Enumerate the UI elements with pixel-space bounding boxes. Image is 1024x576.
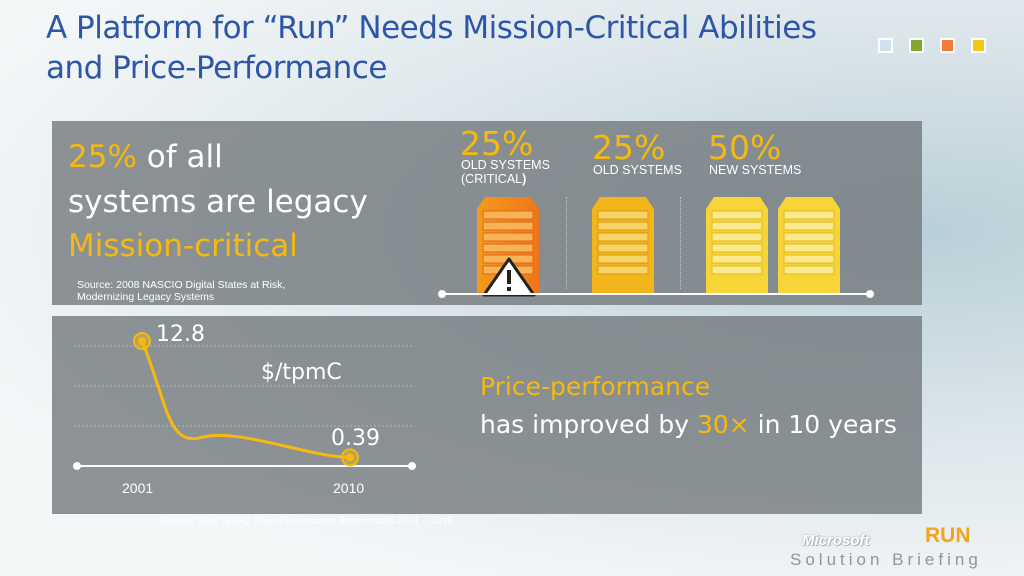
price-text-c: in 10 years (749, 410, 897, 439)
data-point-core (346, 453, 354, 462)
server-new-icon (778, 197, 840, 293)
divider-1 (566, 197, 567, 289)
segment-2-label: OLD SYSTEMS (593, 163, 682, 177)
grid-lines (73, 345, 416, 470)
segment-1-label-2b: ) (522, 172, 527, 186)
legacy-text-1: of all (136, 139, 223, 175)
price-curve (140, 340, 351, 459)
green-square-icon (909, 38, 924, 53)
price-chart (73, 332, 416, 470)
series-line (140, 340, 351, 459)
segment-2-pct: 25% (592, 128, 666, 167)
segment-3-pct: 50% (708, 128, 782, 167)
yellow-square-icon (971, 38, 986, 53)
legacy-line-2: systems are legacy (68, 184, 368, 220)
solution-briefing: Solution Briefing (790, 550, 982, 569)
slide-title: A Platform for “Run” Needs Mission-Criti… (46, 10, 817, 86)
price-text-a: has improved by (480, 410, 697, 439)
legacy-line-3: Mission-critical (68, 228, 298, 264)
segment-1-pct: 25% (460, 124, 534, 163)
run-label: RUN (925, 524, 971, 547)
legacy-pct: 25% (68, 139, 137, 175)
legacy-panel: 25% of all systems are legacy Mission-cr… (52, 121, 922, 305)
divider-2 (680, 197, 681, 289)
chart-title: $/tpmC (261, 360, 342, 385)
orange-square-icon (940, 38, 955, 53)
axis-end-dot (73, 462, 81, 470)
axis-end-dot (866, 290, 874, 298)
legacy-source: Source: 2008 NASCIO Digital States at Ri… (77, 279, 286, 303)
blue-square-icon (878, 38, 893, 53)
segment-1-label: OLD SYSTEMS (CRITICAL) (461, 158, 550, 186)
server-new-icon (706, 197, 768, 293)
data-point-core (138, 337, 146, 345)
data-label-2001: 12.8 (156, 322, 205, 347)
segment-1-label-1: OLD SYSTEMS (461, 158, 550, 172)
price-heading: Price-performance (480, 372, 711, 401)
tick-2001: 2001 (122, 480, 154, 496)
server-old-icon (592, 197, 654, 293)
data-label-2010: 0.39 (331, 426, 380, 451)
segment-axis (442, 293, 870, 295)
color-squares (878, 38, 986, 53)
chart-marks (133, 332, 359, 467)
price-panel: $/tpmC 12.8 0.39 2001 2010 Price-perform… (52, 316, 922, 514)
legacy-line-1: 25% of all (68, 139, 223, 175)
segment-3-label: NEW SYSTEMS (709, 163, 802, 177)
microsoft-logo: Microsoft (802, 532, 870, 549)
segment-1-label-2: (CRITICAL (461, 172, 523, 186)
axis-end-dot (408, 462, 416, 470)
tick-2010: 2010 (333, 480, 365, 496)
price-subtext: has improved by 30× in 10 years (480, 410, 897, 439)
axis-start-dot (438, 290, 446, 298)
warning-icon (482, 257, 536, 297)
chart-source: Source: Best TPC-C Price Performance Ben… (160, 516, 453, 527)
price-factor: 30× (696, 410, 750, 439)
